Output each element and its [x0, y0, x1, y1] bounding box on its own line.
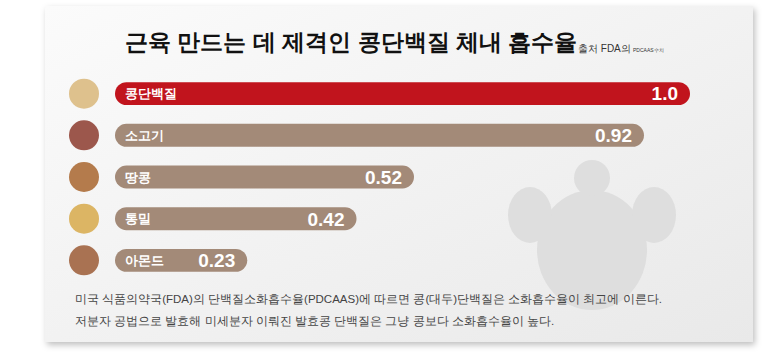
silhouette-head: [574, 160, 610, 196]
silhouette-body: [537, 190, 647, 310]
category-label: 콩단백질: [125, 86, 177, 101]
annotation: 저분자 공법으로 발효해 미세분자 이뤄진 발효콩 단백질은 그냥 콩보다 소화…: [75, 315, 554, 327]
title: 근육 만드는 데 제격인 콩단백질 체내 흡수율: [125, 29, 577, 55]
annotations: 미국 식품의약국(FDA)의 단백질소화흡수율(PDCAAS)에 따르면 콩(대…: [75, 293, 662, 327]
bar: [115, 124, 644, 147]
icon: [69, 79, 99, 109]
icon: [69, 245, 99, 275]
category-labels: 콩단백질소고기땅콩통밀아몬드: [125, 86, 177, 268]
bar: [115, 82, 690, 105]
icon: [69, 162, 99, 192]
silhouette: [508, 160, 676, 310]
source-note: PDCAAS수치: [633, 47, 664, 53]
icon: [69, 120, 99, 150]
source: 출처 FDA의: [578, 43, 631, 54]
icon: [69, 204, 99, 234]
silhouette-arm: [632, 187, 676, 243]
category-label: 아몬드: [125, 253, 164, 268]
data-label: 0.42: [308, 209, 345, 230]
category-label: 땅콩: [125, 170, 151, 185]
category-label: 통밀: [125, 211, 151, 226]
bar: [115, 249, 247, 272]
bar: [115, 207, 357, 230]
card: [45, 6, 753, 342]
data-label: 0.92: [595, 125, 632, 146]
bar: [115, 166, 414, 189]
bars: [115, 82, 690, 272]
annotation: 미국 식품의약국(FDA)의 단백질소화흡수율(PDCAAS)에 따르면 콩(대…: [75, 293, 662, 305]
data-label: 0.23: [198, 250, 235, 271]
icons: [69, 79, 99, 276]
chart: 근육 만드는 데 제격인 콩단백질 체내 흡수율출처 FDA의PDCAAS수치콩…: [0, 0, 773, 355]
category-label: 소고기: [125, 128, 164, 143]
data-label: 1.0: [652, 83, 678, 104]
data-label: 0.52: [365, 167, 402, 188]
silhouette-arm: [508, 187, 552, 243]
data-labels: 1.0 0.92 0.52 0.42 0.23: [198, 83, 678, 271]
